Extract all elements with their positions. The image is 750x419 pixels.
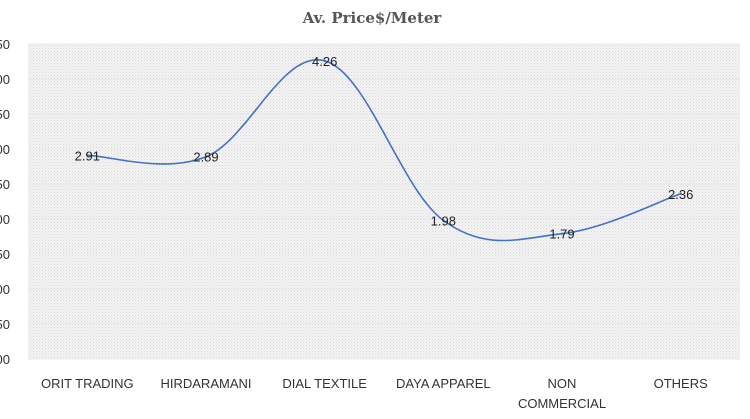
x-category-label: HIRDARAMANI (160, 376, 251, 391)
data-label: 2.36 (668, 187, 693, 202)
data-point (442, 219, 445, 222)
x-category-label: OTHERS (654, 376, 709, 391)
data-point (323, 59, 326, 62)
data-point (204, 155, 208, 158)
x-category-label-line: ORIT TRADING (41, 376, 134, 391)
data-label: 1.79 (549, 227, 574, 242)
x-category-label: ORIT TRADING (41, 376, 134, 391)
y-tick-label: 4.50 (0, 37, 10, 52)
x-category-label: NON COMMERCIAL (518, 376, 606, 411)
x-category-label-line: COMMERCIAL (518, 396, 606, 411)
y-axis-tick-labels: 4.50 4.00 3.50 3.00 2.50 2.00 1.50 1.00 0.50 0.00 (0, 37, 10, 367)
series-line (87, 59, 681, 242)
data-label: 2.89 (193, 150, 218, 165)
chart-title: Av. Price$/Meter (302, 9, 443, 27)
y-tick-label: 1.50 (0, 247, 10, 262)
y-tick-label: 0.50 (0, 317, 10, 332)
series-line-group (86, 59, 682, 242)
y-tick-label: 3.00 (0, 142, 10, 157)
data-point (86, 154, 89, 157)
y-tick-label: 4.00 (0, 72, 10, 87)
y-tick-label: 2.00 (0, 212, 10, 227)
plot-area (28, 44, 740, 359)
data-point (560, 232, 564, 235)
data-label: 4.26 (312, 54, 337, 69)
data-point (679, 192, 682, 195)
gridlines (28, 43, 740, 360)
y-tick-label: 0.00 (0, 352, 10, 367)
x-category-label: DIAL TEXTILE (282, 376, 367, 391)
data-label: 2.91 (75, 148, 100, 163)
data-label: 1.98 (431, 213, 456, 228)
x-category-label-line: OTHERS (654, 376, 709, 391)
y-tick-label: 2.50 (0, 177, 10, 192)
x-category-label: DAYA APPAREL (396, 376, 491, 391)
x-category-label-line: HIRDARAMANI (160, 376, 251, 391)
x-axis-category-labels: ORIT TRADING HIRDARAMANI DIAL TEXTILE DAYA … (41, 376, 708, 411)
plot-area-fill (28, 44, 740, 359)
x-category-label-line: DIAL TEXTILE (282, 376, 367, 391)
y-tick-label: 3.50 (0, 107, 10, 122)
x-category-label-line: DAYA APPAREL (396, 376, 491, 391)
x-category-label-line: NON (548, 376, 577, 391)
y-tick-label: 1.00 (0, 282, 10, 297)
data-labels: 2.91 2.89 4.26 1.98 1.79 2.36 (75, 54, 694, 242)
